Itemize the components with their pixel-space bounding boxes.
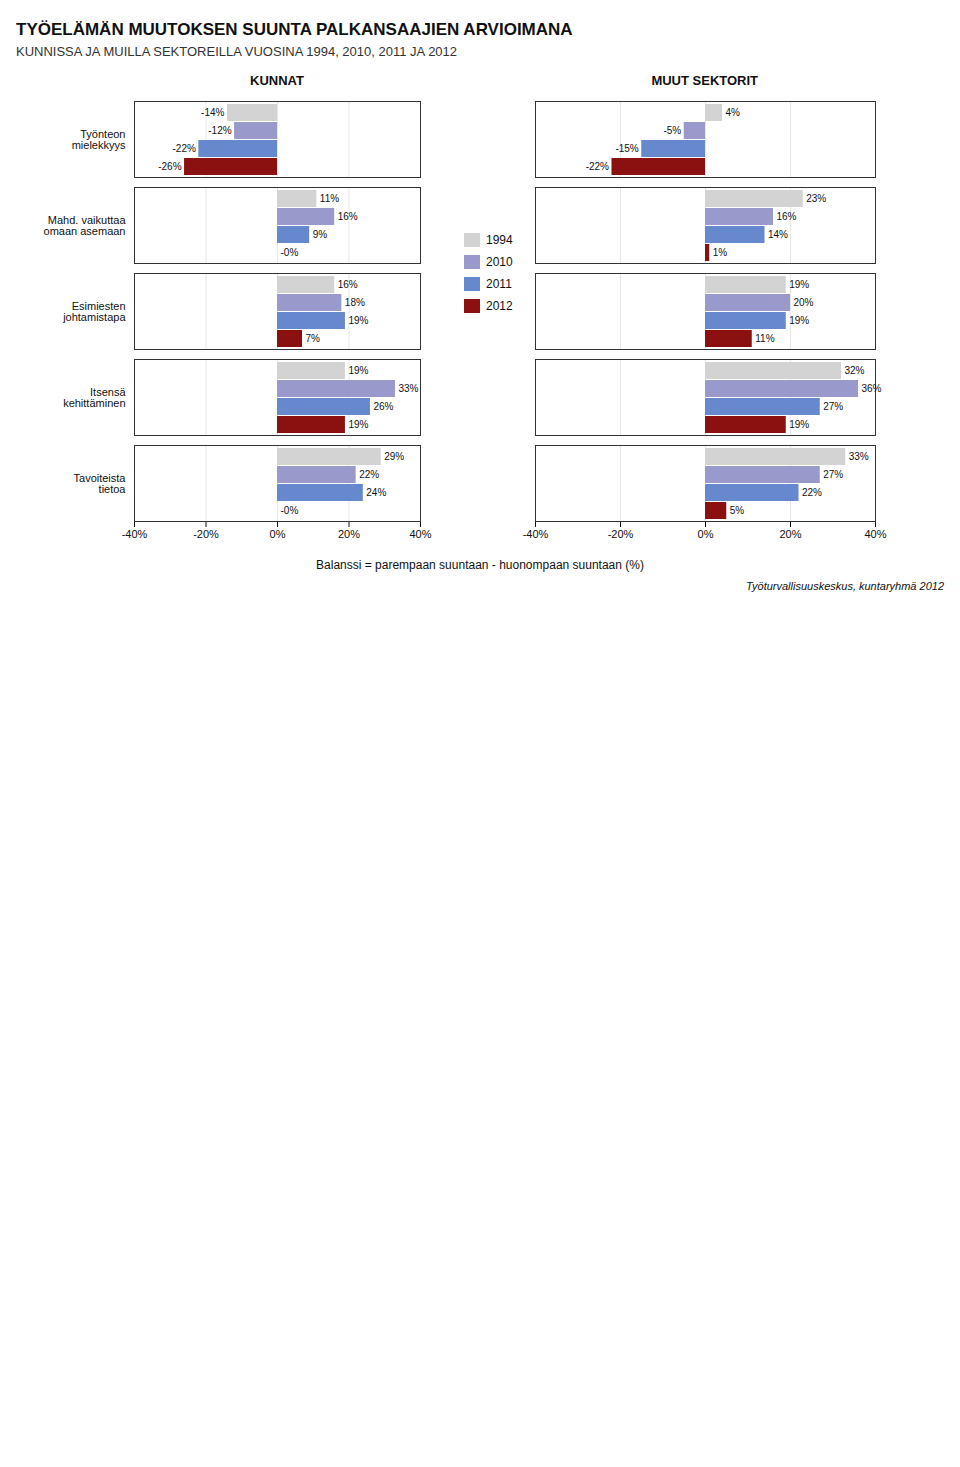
svg-text:11%: 11% bbox=[320, 193, 339, 204]
html-text:MUUT SEKTORIT: MUUT SEKTORIT bbox=[651, 73, 758, 88]
html-text:KUNNISSA JA MUILLA SEKTOREILLA: KUNNISSA JA MUILLA SEKTOREILLA VUOSINA 1… bbox=[16, 44, 458, 59]
svg-text:18%: 18% bbox=[345, 297, 365, 308]
svg-text:4%: 4% bbox=[725, 107, 740, 118]
svg-text:22%: 22% bbox=[359, 469, 379, 480]
svg-text:-0%: -0% bbox=[281, 505, 299, 516]
svg-text:22%: 22% bbox=[802, 487, 822, 498]
svg-text:40%: 40% bbox=[409, 528, 431, 540]
svg-text:-22%: -22% bbox=[172, 143, 195, 154]
svg-text:33%: 33% bbox=[848, 451, 868, 462]
svg-text:Itsensäkehittäminen: Itsensäkehittäminen bbox=[63, 386, 126, 409]
svg-text:27%: 27% bbox=[823, 401, 843, 412]
svg-text:32%: 32% bbox=[844, 365, 864, 376]
svg-text:Mahd. vaikuttaaomaan asemaan: Mahd. vaikuttaaomaan asemaan bbox=[44, 214, 127, 237]
svg-text:16%: 16% bbox=[776, 211, 796, 222]
svg-text:-22%: -22% bbox=[585, 161, 608, 172]
svg-text:29%: 29% bbox=[384, 451, 404, 462]
html-text:1994: 1994 bbox=[486, 233, 513, 247]
svg-text:5%: 5% bbox=[729, 505, 744, 516]
svg-text:24%: 24% bbox=[366, 487, 386, 498]
svg-text:19%: 19% bbox=[789, 279, 809, 290]
svg-text:Työnteonmielekkyys: Työnteonmielekkyys bbox=[72, 128, 126, 151]
svg-text:19%: 19% bbox=[348, 365, 368, 376]
svg-text:27%: 27% bbox=[823, 469, 843, 480]
svg-text:-20%: -20% bbox=[193, 528, 219, 540]
svg-text:11%: 11% bbox=[755, 333, 774, 344]
svg-text:20%: 20% bbox=[338, 528, 360, 540]
svg-text:40%: 40% bbox=[864, 528, 886, 540]
svg-text:16%: 16% bbox=[338, 211, 358, 222]
svg-text:-20%: -20% bbox=[607, 528, 633, 540]
html-text:Balanssi = parempaan suuntaan: Balanssi = parempaan suuntaan - huonompa… bbox=[316, 558, 644, 572]
svg-text:36%: 36% bbox=[861, 383, 881, 394]
svg-text:Tavoiteistatietoa: Tavoiteistatietoa bbox=[74, 472, 127, 495]
svg-text:0%: 0% bbox=[270, 528, 286, 540]
svg-text:-15%: -15% bbox=[615, 143, 638, 154]
svg-text:19%: 19% bbox=[789, 419, 809, 430]
svg-text:19%: 19% bbox=[789, 315, 809, 326]
svg-text:20%: 20% bbox=[779, 528, 801, 540]
svg-text:-5%: -5% bbox=[663, 125, 681, 136]
svg-text:-14%: -14% bbox=[201, 107, 224, 118]
svg-text:-40%: -40% bbox=[522, 528, 548, 540]
svg-text:Esimiestenjohtamistapa: Esimiestenjohtamistapa bbox=[62, 300, 126, 323]
svg-text:19%: 19% bbox=[348, 315, 368, 326]
svg-text:23%: 23% bbox=[806, 193, 826, 204]
svg-text:0%: 0% bbox=[697, 528, 713, 540]
svg-text:-12%: -12% bbox=[208, 125, 231, 136]
svg-text:9%: 9% bbox=[313, 229, 328, 240]
svg-text:19%: 19% bbox=[348, 419, 368, 430]
svg-text:1%: 1% bbox=[712, 247, 727, 258]
html-text:2011: 2011 bbox=[486, 277, 512, 291]
html-text:TYÖELÄMÄN MUUTOKSEN SUUNTA PAL: TYÖELÄMÄN MUUTOKSEN SUUNTA PALKANSAAJIEN… bbox=[16, 20, 573, 39]
html-text:2012: 2012 bbox=[486, 299, 513, 313]
svg-text:-40%: -40% bbox=[122, 528, 148, 540]
svg-text:7%: 7% bbox=[306, 333, 321, 344]
html-text:KUNNAT: KUNNAT bbox=[250, 73, 304, 88]
svg-text:20%: 20% bbox=[793, 297, 813, 308]
svg-text:14%: 14% bbox=[768, 229, 788, 240]
html-text:2010: 2010 bbox=[486, 255, 513, 269]
svg-text:-0%: -0% bbox=[281, 247, 299, 258]
svg-text:33%: 33% bbox=[398, 383, 418, 394]
svg-text:16%: 16% bbox=[338, 279, 358, 290]
svg-text:-26%: -26% bbox=[158, 161, 181, 172]
svg-text:26%: 26% bbox=[373, 401, 393, 412]
html-text:Työturvallisuuskeskus, kuntary: Työturvallisuuskeskus, kuntaryhmä 2012 bbox=[746, 580, 944, 592]
